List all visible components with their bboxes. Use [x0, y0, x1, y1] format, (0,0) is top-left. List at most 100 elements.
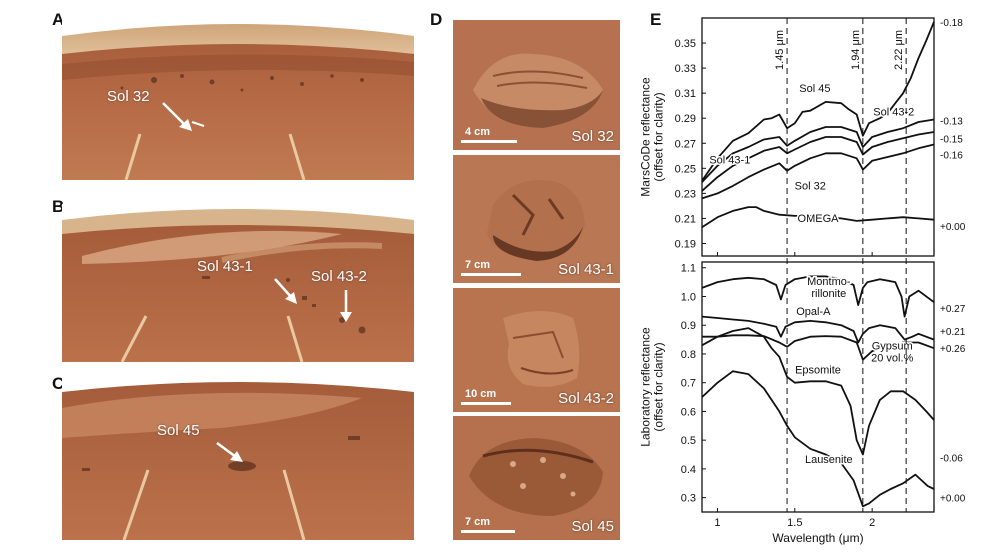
band-marker-label-2: 2.22 μm	[893, 30, 905, 70]
bottom-series-montmo-rillonite	[701, 275, 935, 318]
sol-32-arrow	[162, 102, 192, 131]
bottom-y-tick-label-2: 0.5	[681, 435, 696, 447]
bottom-series-label-epsomite: Epsomite	[795, 364, 841, 376]
bottom-y-tick-label-3: 0.6	[681, 406, 696, 418]
top-series-label-omega: OMEGA	[798, 213, 840, 225]
rock-tile-sol-45: 7 cm Sol 45	[453, 416, 620, 540]
tile-label-sol-32: Sol 32	[571, 128, 614, 145]
bottom-y-tick-label-0: 0.3	[681, 493, 696, 505]
bottom-offset-label-0: +0.27	[940, 304, 966, 315]
rock-tile-sol-43-1: 7 cm Sol 43-1	[453, 155, 620, 283]
scale-label-sol-45: 7 cm	[465, 516, 491, 528]
bottom-series-label-gypsum-20-vol-1: 20 vol.%	[871, 353, 913, 365]
top-panel-frame	[701, 17, 935, 257]
sol-43-2-arrow	[340, 290, 352, 322]
top-y-tick-label-4: 0.27	[675, 138, 696, 150]
bottom-series-lausenite	[701, 370, 935, 508]
top-panel-group: 0.19 0.21 0.23 0.25 0.27 0.29 0.31 0.33 0.35 Mars…	[639, 17, 966, 257]
rock-image-sol-32	[453, 20, 620, 150]
bottom-y-tick-label-7: 1.0	[681, 291, 696, 303]
rock-tile-sol-32: 4 cm Sol 32	[453, 20, 620, 150]
bottom-y-tick-label-8: 1.1	[681, 263, 696, 275]
panel-letter-c: C	[52, 374, 65, 393]
rock-image-sol-43-2	[453, 288, 620, 412]
top-offset-label-3: -0.16	[940, 151, 963, 162]
band-marker-label-0: 1.45 μm	[774, 30, 786, 70]
rock-tile-sol-43-2: 10 cm Sol 43-2	[453, 288, 620, 412]
band-marker-label-1: 1.94 μm	[850, 30, 862, 70]
scale-bar-sol-32	[461, 140, 517, 143]
top-series-label-sol-43-2: Sol 43-2	[873, 107, 914, 119]
scale-bar-sol-43-2	[461, 402, 511, 405]
top-y-tick-label-6: 0.31	[675, 88, 696, 100]
x-tick-label-2: 2	[869, 517, 875, 529]
rock-image-sol-45	[453, 416, 620, 540]
top-y-tick-label-3: 0.25	[675, 163, 696, 175]
top-y-axis-title-line-0: MarsCoDe reflectance	[639, 77, 653, 197]
x-tick-label-1: 1.5	[787, 517, 802, 529]
sol-43-1-arrow	[274, 278, 297, 304]
rover-photo-b	[62, 204, 414, 362]
bottom-y-tick-label-6: 0.9	[681, 320, 696, 332]
sol-43-2-label: Sol 43-2	[311, 268, 367, 285]
bottom-series-gypsum-20-vol	[702, 334, 935, 361]
bottom-y-tick-label-5: 0.8	[681, 349, 696, 361]
tile-label-sol-43-1: Sol 43-1	[558, 261, 614, 278]
top-series-label-sol-45: Sol 45	[799, 83, 830, 95]
rock-image-sol-43-1	[453, 155, 620, 283]
bottom-offset-label-3: -0.06	[940, 453, 963, 464]
x-tick-label-0: 1	[714, 517, 720, 529]
top-series-sol-43-2	[701, 118, 935, 183]
bottom-panel-group: 0.3 0.4 0.5 0.6 0.7 0.8 0.9 1.0 1.1 Laboratory re…	[639, 261, 966, 513]
x-axis-group: 1 1.5 2 Wavelength (μm)	[714, 252, 875, 545]
top-y-tick-label-2: 0.23	[675, 188, 696, 200]
top-y-tick-label-0: 0.19	[675, 238, 696, 250]
top-offset-label-4: +0.00	[940, 222, 966, 233]
bottom-offset-label-1: +0.21	[940, 327, 966, 338]
bottom-y-axis-title-line-0: Laboratory reflectance	[639, 327, 653, 447]
top-y-axis-title: MarsCoDe reflectance (offset for clarity)	[639, 77, 666, 197]
bottom-series-label-gypsum-20-vol-0: Gypsum	[872, 341, 913, 353]
bottom-offset-label-2: +0.26	[940, 344, 966, 355]
scale-bar-sol-43-1	[461, 273, 521, 276]
top-y-axis-title-line-1: (offset for clarity)	[652, 92, 666, 181]
top-offset-label-0: -0.18	[940, 18, 963, 29]
terrain-image-b	[62, 204, 414, 362]
scale-label-sol-32: 4 cm	[465, 126, 491, 138]
top-y-tick-label-1: 0.21	[675, 213, 696, 225]
bottom-y-axis-title-line-1: (offset for clarity)	[652, 342, 666, 431]
sol-32-label: Sol 32	[107, 88, 150, 105]
bottom-offset-label-4: +0.00	[940, 494, 966, 505]
bottom-series-label-montmo-rillonite-0: Montmo-	[807, 276, 851, 288]
top-series-label-sol-43-1: Sol 43-1	[709, 154, 750, 166]
scale-bar-sol-45	[461, 530, 515, 533]
top-series-label-sol-32: Sol 32	[795, 181, 826, 193]
tile-label-sol-45: Sol 45	[571, 518, 614, 535]
panel-letter-b: B	[52, 197, 65, 216]
top-y-tick-label-5: 0.29	[675, 113, 696, 125]
scale-label-sol-43-2: 10 cm	[465, 388, 497, 400]
panel-letter-e: E	[650, 10, 662, 29]
panel-letter-a: A	[52, 10, 65, 29]
bottom-series-epsomite	[701, 327, 935, 456]
top-series-sol-45	[701, 21, 935, 182]
top-y-tick-label-7: 0.33	[675, 63, 696, 75]
tile-label-sol-43-2: Sol 43-2	[558, 390, 614, 407]
sol-43-1-label: Sol 43-1	[197, 258, 253, 275]
sol-45-arrow	[216, 441, 243, 462]
bottom-series-opal-a	[701, 315, 935, 344]
x-axis-title: Wavelength (μm)	[772, 531, 863, 545]
top-series-omega	[701, 206, 935, 228]
bottom-series-label-montmo-rillonite-1: rillonite	[811, 288, 846, 300]
top-series-sol-43-1	[701, 131, 935, 192]
bottom-panel-frame	[701, 261, 935, 513]
spectra-chart: 0.190.210.230.250.270.290.310.330.35Mars…	[639, 17, 966, 545]
panel-letter-d: D	[430, 10, 443, 29]
top-offset-label-1: -0.13	[940, 117, 963, 128]
top-offset-label-2: -0.15	[940, 134, 963, 145]
rover-photo-a	[62, 18, 414, 180]
terrain-image-a	[62, 18, 414, 180]
sol-45-label: Sol 45	[157, 422, 200, 439]
bottom-y-tick-label-1: 0.4	[681, 464, 696, 476]
top-series-sol-32	[701, 143, 935, 200]
